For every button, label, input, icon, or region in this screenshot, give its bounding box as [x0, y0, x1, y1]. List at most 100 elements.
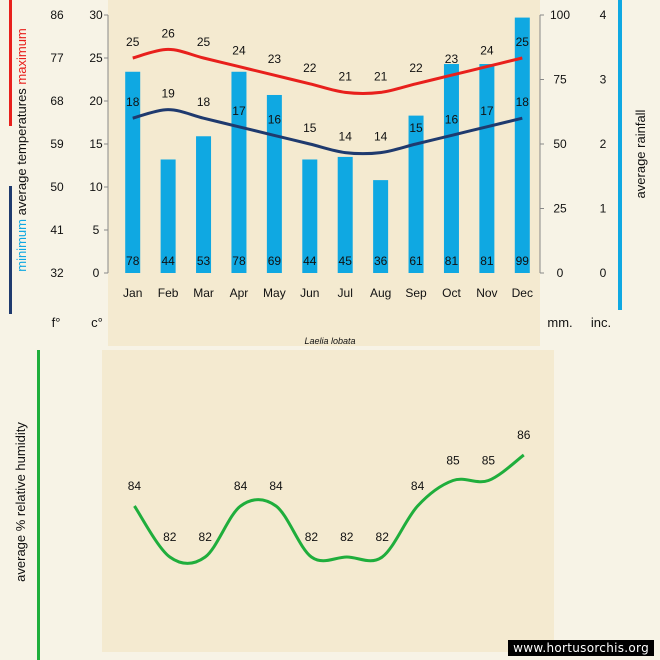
humidity-value-label: 82 [376, 530, 390, 544]
maximum-temperature-label: 25 [516, 35, 530, 49]
humidity-value-label: 84 [269, 479, 283, 493]
temperature-lines [132, 47, 523, 156]
rainfall-bar [196, 136, 212, 273]
mm-tick-label: 0 [557, 266, 564, 280]
celsius-tick-label: 25 [89, 51, 103, 65]
month-tick-label: May [263, 286, 286, 300]
humidity-value-label: 84 [234, 479, 248, 493]
rainfall-bar [514, 17, 530, 273]
minimum-temperature-label: 17 [232, 104, 246, 118]
maximum-temperature-label: 24 [480, 44, 494, 58]
maximum-temperature-label: 21 [374, 69, 388, 83]
minimum-temperature-label: 15 [303, 121, 317, 135]
humidity-panel [102, 350, 554, 652]
rainfall-bracket [618, 0, 622, 310]
rainfall-bar [443, 64, 459, 274]
mm-tick-label: 25 [553, 202, 567, 216]
rainfall-value-label: 99 [516, 254, 530, 268]
minimum-temperature-label: 18 [197, 95, 211, 109]
humidity-value-label: 82 [163, 530, 177, 544]
humidity-bracket [37, 350, 40, 660]
rainfall-axis-title: average rainfall [633, 109, 648, 198]
celsius-tick-label: 0 [93, 266, 100, 280]
maximum-temperature-line [132, 47, 523, 95]
inch-tick-label: 2 [600, 137, 607, 151]
rainfall-value-label: 61 [409, 254, 423, 268]
minimum-temperature-label: 16 [445, 112, 459, 126]
humidity-value-label: 85 [446, 454, 460, 468]
minimum-temperature-label: 18 [126, 95, 140, 109]
fahrenheit-tick-label: 50 [50, 180, 64, 194]
rainfall-bar [302, 159, 318, 273]
celsius-unit: c° [91, 315, 103, 330]
humidity-value-label: 84 [128, 479, 142, 493]
humidity-value-label: 82 [199, 530, 213, 544]
mm-unit: mm. [547, 315, 572, 330]
fahrenheit-tick-label: 32 [50, 266, 64, 280]
month-tick-label: Jan [123, 286, 142, 300]
rainfall-value-label: 81 [480, 254, 494, 268]
celsius-tick-label: 20 [89, 94, 103, 108]
maximum-temperature-label: 23 [268, 52, 282, 66]
humidity-series: 84 82 82 84 84 82 82 82 84 85 85 86 [128, 428, 531, 565]
celsius-tick-label: 30 [89, 8, 103, 22]
month-tick-label: Feb [158, 286, 179, 300]
rainfall-value-label: 69 [268, 254, 282, 268]
minimum-temperature-label: 14 [374, 130, 388, 144]
minimum-word: minimum [14, 219, 29, 272]
inch-tick-label: 4 [600, 8, 607, 22]
chart-title: Laelia lobata [304, 336, 355, 346]
mm-tick-label: 75 [553, 73, 567, 87]
rainfall-bar [337, 156, 353, 273]
humidity-value-label: 82 [305, 530, 319, 544]
inch-unit: inc. [591, 315, 611, 330]
month-tick-label: Jul [338, 286, 353, 300]
rainfall-bar [373, 180, 389, 273]
maximum-temperature-label: 26 [161, 26, 175, 40]
maximum-temperature-label: 23 [445, 52, 459, 66]
minimum-temperature-label: 17 [480, 104, 494, 118]
humidity-value-label: 86 [517, 428, 531, 442]
humidity-line [133, 453, 525, 565]
humidity-value-label: 82 [340, 530, 354, 544]
fahrenheit-tick-label: 86 [50, 8, 64, 22]
month-tick-label: Oct [442, 286, 461, 300]
month-tick-label: Mar [193, 286, 214, 300]
minimum-temperature-label: 14 [339, 130, 353, 144]
rainfall-value-label: 45 [339, 254, 353, 268]
rainfall-value-label: 78 [126, 254, 140, 268]
fahrenheit-tick-label: 41 [50, 223, 64, 237]
temperature-rainfall-panel [108, 0, 540, 346]
month-tick-label: Sep [405, 286, 427, 300]
watermark: www.hortusorchis.org [508, 640, 654, 656]
maximum-temperature-label: 25 [197, 35, 211, 49]
rainfall-bar [479, 64, 495, 274]
mm-tick-label: 100 [550, 8, 570, 22]
humidity-value-label: 85 [482, 454, 496, 468]
celsius-tick-label: 10 [89, 180, 103, 194]
minimum-temperature-line [132, 108, 523, 156]
month-tick-label: Nov [476, 286, 497, 300]
humidity-axis-title: average % relative humidity [13, 422, 28, 582]
rainfall-value-label: 36 [374, 254, 388, 268]
maximum-bracket [9, 0, 12, 126]
average-word: average [14, 168, 29, 215]
value-labels: 78 44 53 78 69 44 45 36 61 81 81 99 25 26 25 24 23 22 21 21… [126, 26, 529, 268]
rainfall-bar [160, 159, 176, 273]
fahrenheit-unit: f° [52, 315, 61, 330]
maximum-temperature-label: 22 [303, 61, 317, 75]
minimum-temperature-label: 19 [161, 87, 175, 101]
maximum-temperature-label: 22 [409, 61, 423, 75]
rainfall-bar [408, 115, 424, 274]
inch-tick-label: 3 [600, 73, 607, 87]
rainfall-bar [266, 94, 282, 273]
rainfall-bar [231, 71, 247, 273]
fahrenheit-tick-label: 77 [50, 51, 64, 65]
month-tick-label: Dec [512, 286, 533, 300]
rainfall-value-label: 44 [303, 254, 317, 268]
fahrenheit-tick-label: 68 [50, 94, 64, 108]
temperatures-word: temperatures [14, 88, 29, 165]
rainfall-value-label: 78 [232, 254, 246, 268]
maximum-temperature-label: 24 [232, 44, 246, 58]
